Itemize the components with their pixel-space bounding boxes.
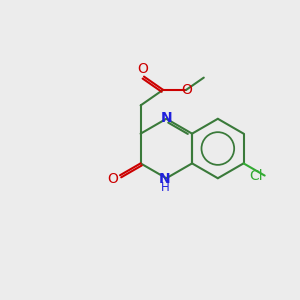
Text: N: N <box>159 172 171 186</box>
Text: N: N <box>160 111 172 125</box>
Text: O: O <box>137 62 148 76</box>
Text: H: H <box>160 181 169 194</box>
Text: O: O <box>107 172 118 186</box>
Text: O: O <box>181 83 192 97</box>
Text: Cl: Cl <box>250 169 263 183</box>
